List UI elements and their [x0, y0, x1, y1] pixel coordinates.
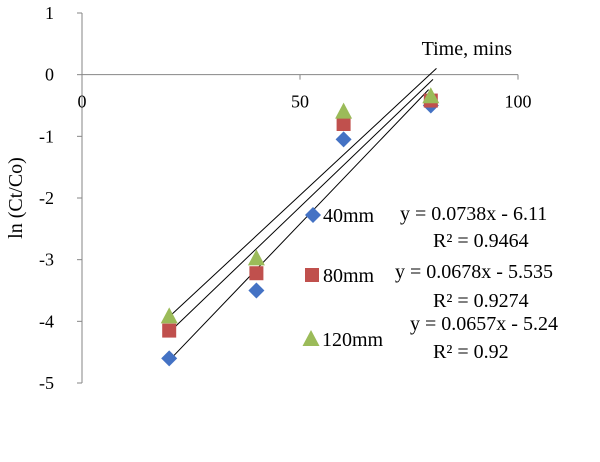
data-point-120mm	[247, 249, 265, 266]
y-tick-label: 0	[45, 65, 54, 85]
markers	[160, 87, 440, 367]
data-point-40mm	[248, 282, 265, 299]
legend-label-40mm: 40mm	[323, 205, 375, 227]
trendline-r2-40mm: R² = 0.9464	[433, 230, 529, 252]
data-point-40mm	[161, 350, 178, 367]
legend-label-80mm: 80mm	[323, 265, 375, 287]
legend-marker-120mm	[302, 330, 320, 346]
y-tick-label: -1	[39, 126, 54, 146]
y-tick-label: -3	[39, 250, 54, 270]
y-tick-label: -4	[39, 311, 54, 331]
data-point-40mm	[335, 131, 352, 148]
x-axis-title: Time, mins	[422, 38, 513, 60]
trendline-120mm	[168, 68, 437, 318]
data-point-120mm	[422, 87, 440, 104]
data-point-80mm	[249, 266, 264, 281]
trendline-r2-120mm: R² = 0.92	[433, 341, 509, 363]
y-ticks: 1 0 -1 -2 -3 -4 -5	[39, 3, 82, 393]
y-tick-label: -5	[39, 373, 54, 393]
trendline-80mm	[168, 79, 434, 333]
y-tick-label: 1	[45, 3, 54, 23]
data-point-80mm	[336, 117, 351, 131]
y-tick-label: -2	[39, 188, 54, 208]
trendline-equation-40mm: y = 0.0738x - 6.11	[400, 203, 547, 225]
y-axis-title: ln (Ct/Co)	[5, 157, 27, 239]
trendline-equation-120mm: y = 0.0657x - 5.24	[410, 313, 558, 335]
data-point-80mm	[162, 323, 177, 338]
axes: 0 50 100 1 0 -1 -2 -3 -4 -5	[39, 3, 532, 393]
legend-marker-80mm	[305, 268, 319, 282]
x-tick-label: 0	[78, 92, 87, 112]
data-point-120mm	[160, 307, 178, 324]
equations: y = 0.0738x - 6.11 R² = 0.9464 y = 0.0678x…	[395, 203, 558, 363]
legend-marker-40mm	[305, 207, 321, 223]
x-ticks: 0 50 100	[78, 74, 532, 112]
trendlines	[168, 68, 437, 361]
x-tick-label: 50	[291, 92, 309, 112]
legend: 40mm 80mm 120mm	[302, 205, 384, 351]
data-point-120mm	[335, 102, 353, 119]
trendline-40mm	[168, 89, 429, 361]
x-tick-label: 100	[505, 92, 532, 112]
trendline-r2-80mm: R² = 0.9274	[433, 290, 529, 312]
legend-label-120mm: 120mm	[322, 329, 384, 351]
trendline-equation-80mm: y = 0.0678x - 5.535	[395, 261, 553, 283]
